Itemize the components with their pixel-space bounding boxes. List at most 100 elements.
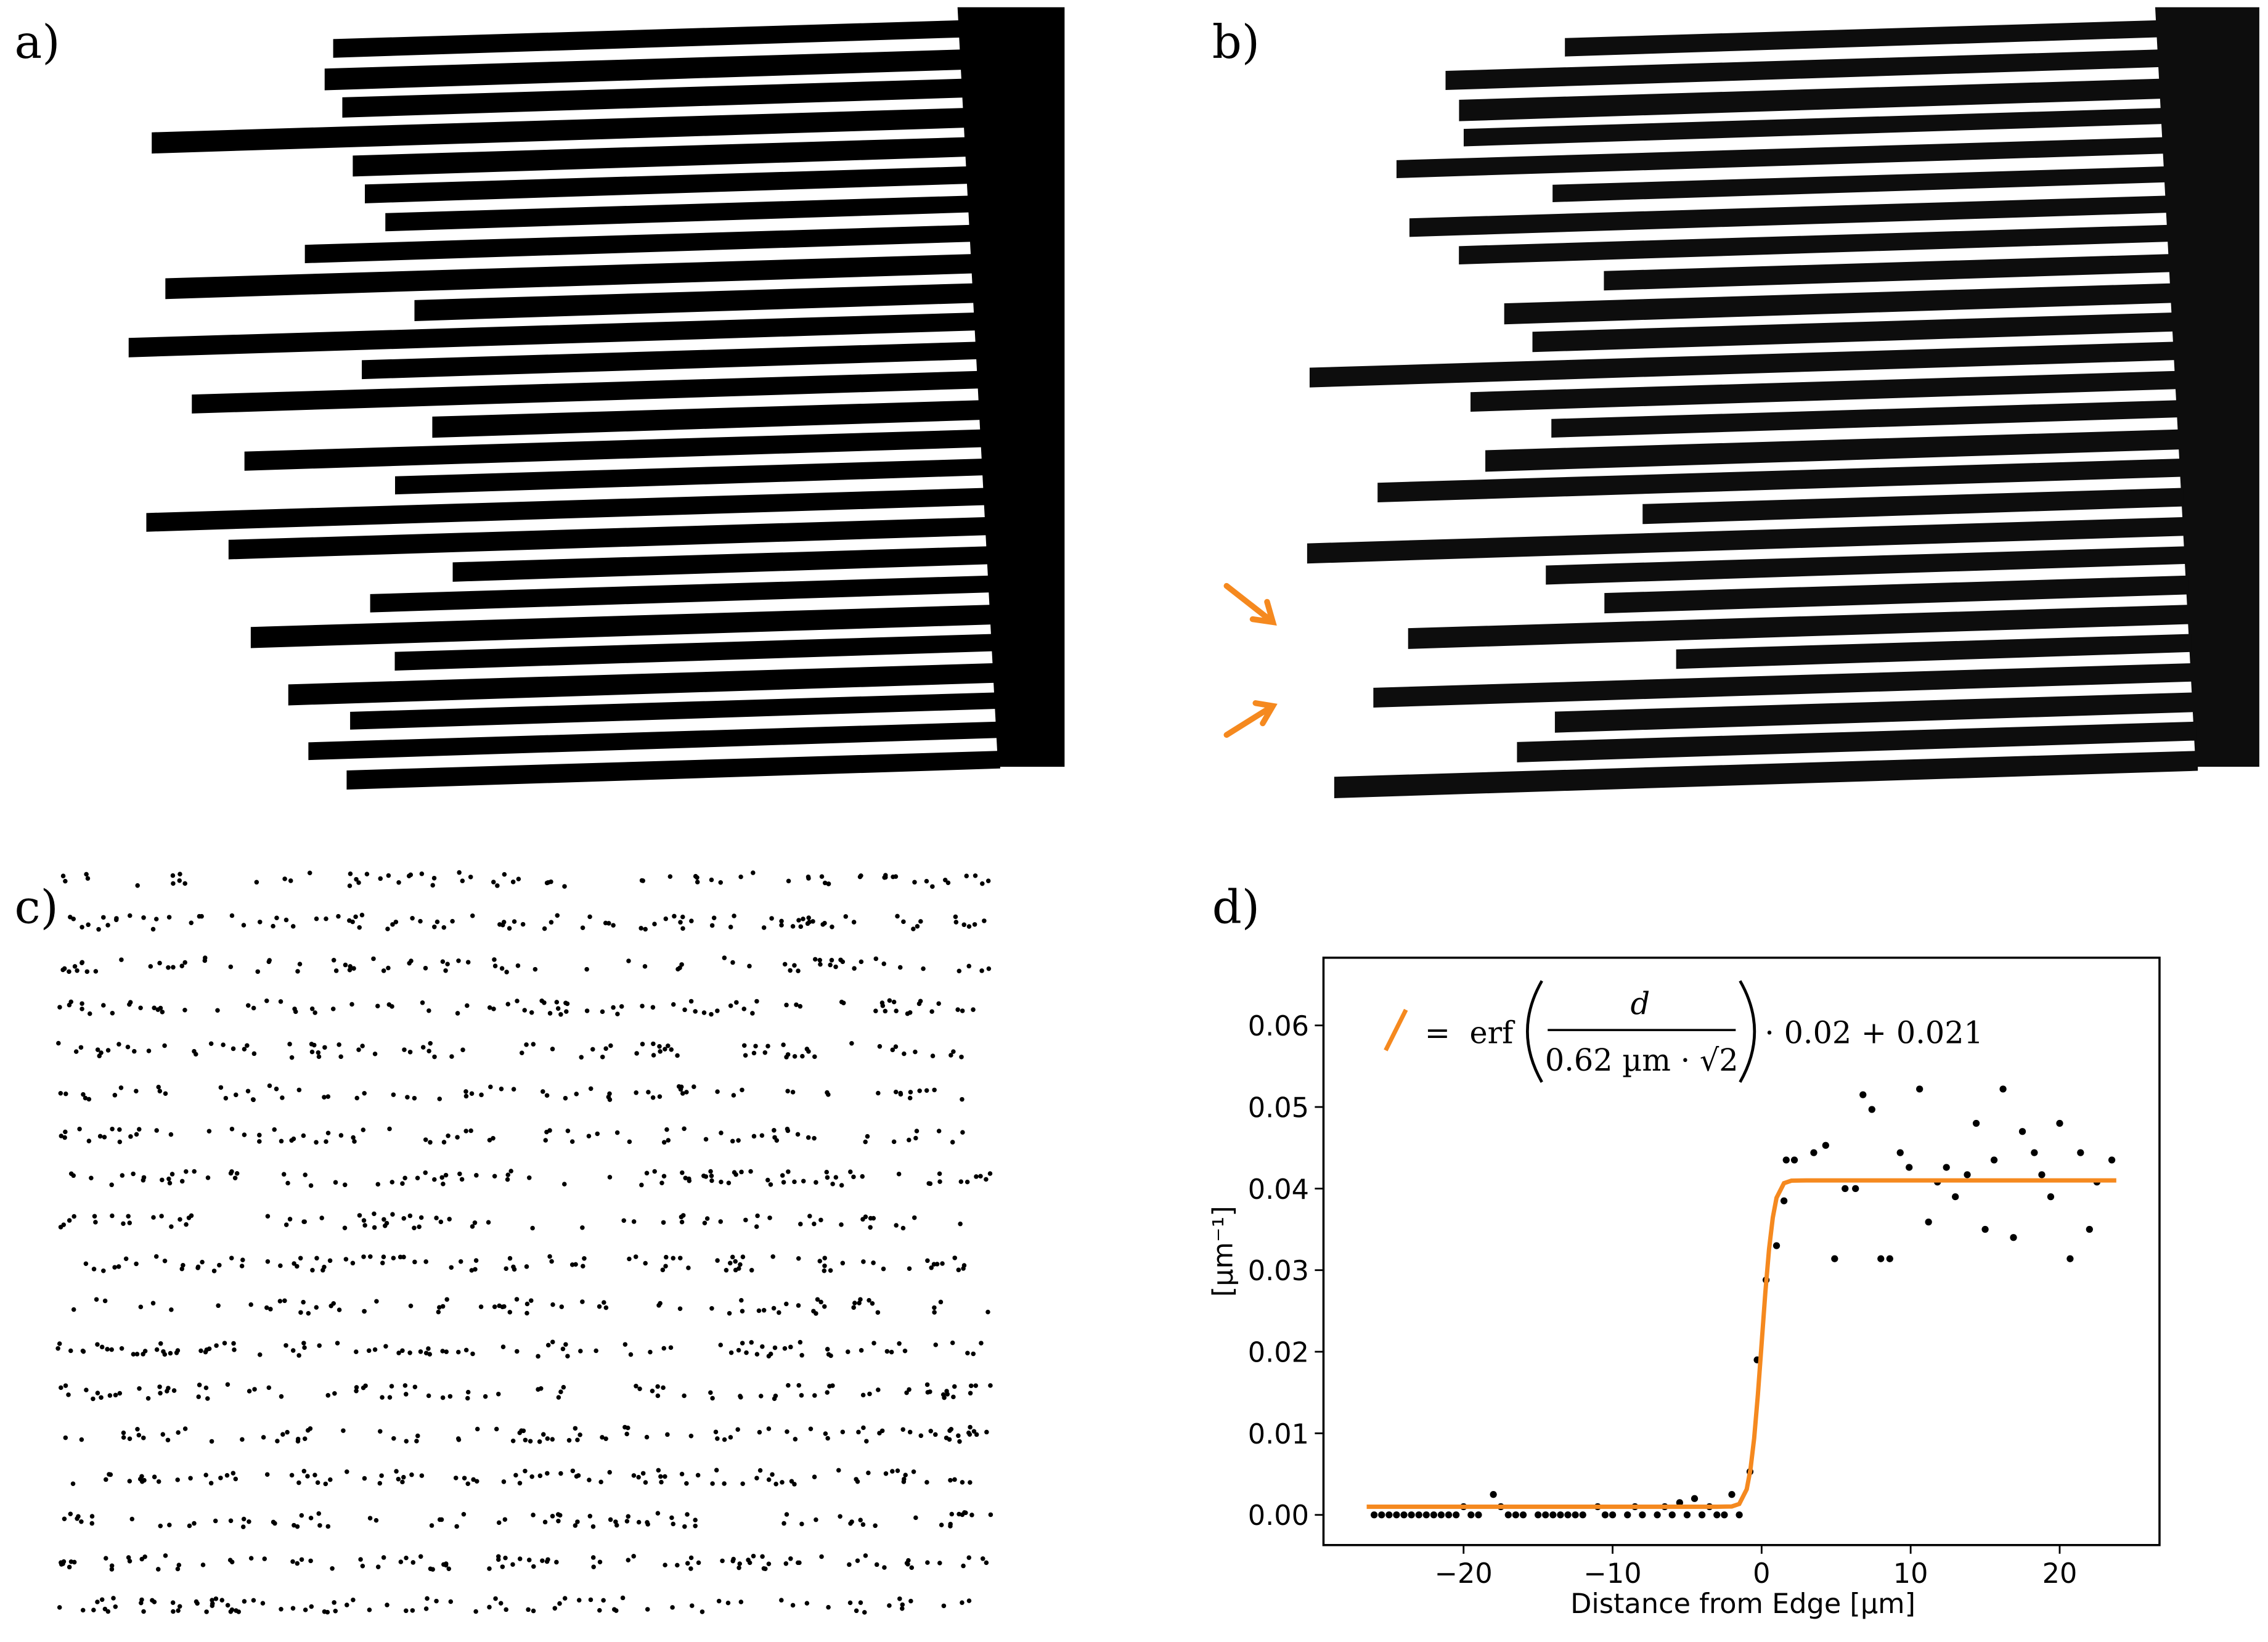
dot <box>903 1472 908 1477</box>
dot <box>228 1170 234 1176</box>
dot <box>507 1310 513 1315</box>
dot <box>818 1299 823 1305</box>
dot <box>264 1305 269 1310</box>
dot <box>308 1183 314 1188</box>
dot <box>966 924 972 929</box>
dot <box>522 1008 527 1013</box>
dot <box>661 1174 667 1178</box>
dot <box>380 1260 385 1265</box>
dot <box>883 1471 889 1476</box>
dot <box>867 1391 872 1397</box>
dot <box>255 969 260 974</box>
dot <box>751 1553 756 1559</box>
dot <box>251 1005 256 1011</box>
dot <box>564 1009 569 1014</box>
data-point <box>2018 1128 2026 1135</box>
dot <box>492 1304 497 1309</box>
dot <box>806 876 811 881</box>
dot <box>711 915 717 921</box>
dot <box>680 1170 685 1175</box>
bar-shape <box>1604 575 2188 614</box>
dot <box>84 969 90 974</box>
dot <box>473 1267 478 1272</box>
bar-shape <box>1463 108 2163 147</box>
dot <box>822 920 827 926</box>
legend-text: erf <box>1469 1015 1515 1050</box>
dot <box>796 918 801 923</box>
dot <box>825 1347 830 1352</box>
dot <box>203 1472 208 1477</box>
dot <box>560 1346 566 1352</box>
dot <box>971 1351 976 1357</box>
data-point <box>2031 1149 2038 1156</box>
dot <box>952 1477 957 1482</box>
dot <box>117 1139 123 1145</box>
dot <box>303 1172 308 1177</box>
dot <box>958 1179 964 1184</box>
dot <box>86 922 91 928</box>
dot <box>163 1553 168 1558</box>
dot <box>404 1555 409 1561</box>
dot <box>531 1042 536 1047</box>
dot <box>436 1309 441 1315</box>
dot <box>487 1005 492 1010</box>
dot <box>84 872 89 877</box>
dot <box>868 1225 873 1230</box>
dot <box>309 1006 315 1011</box>
dot <box>487 1604 492 1610</box>
dot <box>162 1043 167 1048</box>
dot <box>822 1268 827 1273</box>
dot <box>367 1607 372 1612</box>
dot <box>939 1522 944 1527</box>
dot <box>72 964 78 969</box>
dot <box>415 1433 420 1439</box>
dot <box>766 1354 772 1358</box>
dot <box>900 1606 905 1611</box>
dot <box>893 1044 899 1049</box>
dot <box>603 1305 609 1310</box>
dot <box>856 1429 861 1435</box>
dot <box>469 1091 475 1096</box>
dot <box>254 880 259 885</box>
dot <box>909 1565 915 1571</box>
dot <box>540 1558 545 1563</box>
dot <box>622 1342 628 1347</box>
dot <box>96 927 101 932</box>
dot <box>342 1182 348 1188</box>
dot <box>345 1603 349 1607</box>
dot <box>554 1559 559 1565</box>
dot <box>770 1254 775 1259</box>
dot <box>771 1305 777 1311</box>
data-point <box>1981 1225 1989 1233</box>
dot <box>936 1001 941 1006</box>
dot <box>806 915 811 920</box>
dot <box>580 1299 585 1304</box>
dot <box>812 1054 817 1060</box>
dot <box>614 1130 620 1135</box>
dot <box>788 968 793 973</box>
dot <box>95 1047 100 1052</box>
dot <box>99 1597 105 1602</box>
dot <box>161 1349 166 1354</box>
dot <box>873 956 879 962</box>
data-point <box>1990 1156 1998 1164</box>
dot <box>362 1223 367 1228</box>
paren <box>1526 980 1543 1083</box>
data-point <box>1504 1511 1512 1519</box>
dot <box>475 1479 479 1484</box>
dot <box>266 959 272 965</box>
dot <box>883 873 888 878</box>
dot <box>208 1041 214 1046</box>
bar-shape <box>1504 283 2172 325</box>
dot <box>177 878 182 883</box>
data-point <box>1699 1511 1706 1519</box>
dot <box>547 1011 553 1016</box>
dot <box>924 1480 929 1485</box>
dot <box>644 1434 650 1440</box>
dot <box>121 1430 126 1436</box>
dot <box>423 1606 429 1611</box>
dot <box>715 1258 720 1263</box>
dot <box>743 1217 748 1223</box>
dot <box>709 1178 714 1183</box>
dot <box>151 1215 156 1220</box>
